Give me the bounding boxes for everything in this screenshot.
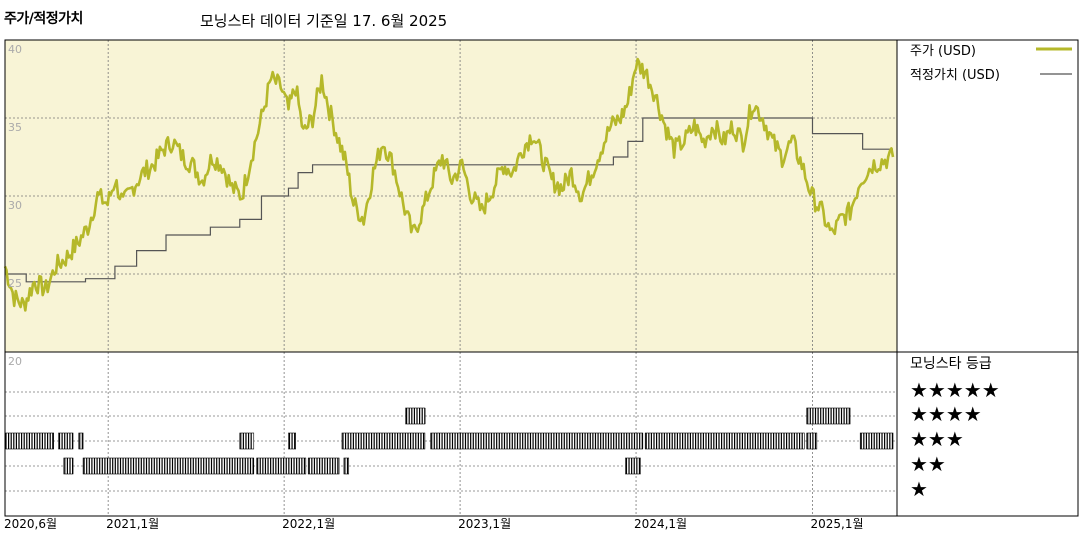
rating-segment-3-star [644, 432, 805, 450]
rating-segment-2-star [256, 457, 307, 475]
y-tick-label: 20 [8, 355, 22, 368]
rating-segment-3-star [239, 432, 255, 450]
x-tick-label: 2025,1월 [810, 517, 863, 531]
legend-price-label: 주가 (USD) [910, 44, 976, 59]
data-date-subtitle: 모닝스타 데이터 기준일 17. 6월 2025 [200, 12, 448, 30]
lower-band [5, 272, 897, 352]
y-tick-label: 40 [8, 43, 22, 56]
fair-value-series [5, 117, 893, 283]
rating-segment-3-star [859, 432, 894, 450]
rating-segment-3-star [430, 432, 644, 450]
rating-segment-2-star [343, 457, 350, 475]
chart-frame [4, 39, 1079, 517]
rating-segment-3-star [806, 432, 818, 450]
y-tick-label: 30 [8, 199, 22, 212]
rating-stars-5: ★★★★★ [910, 378, 1000, 402]
rating-segment-3-star [288, 432, 296, 450]
rating-segment-2-star [82, 457, 255, 475]
rating-segment-4-star [405, 407, 426, 425]
rating-stars-4: ★★★★ [910, 402, 982, 426]
rating-segment-3-star [58, 432, 74, 450]
rating-legend-title: 모닝스타 등급 [910, 356, 992, 372]
chart-title: 주가/적정가치 [4, 11, 83, 27]
rating-stars-2: ★★ [910, 452, 946, 476]
rating-segment-4-star [806, 407, 851, 425]
price-series [3, 57, 895, 312]
rating-segment-3-star [4, 432, 54, 450]
rating-segment-2-star [63, 457, 74, 475]
rating-segment-3-star [341, 432, 426, 450]
x-tick-label: 2020,6월 [4, 517, 57, 531]
price-plot-area [5, 40, 897, 352]
y-tick-label: 35 [8, 121, 22, 134]
rating-stars-1: ★ [910, 477, 928, 501]
x-tick-label: 2021,1월 [106, 517, 159, 531]
legend-fair-value-label: 적정가치 (USD) [910, 68, 1000, 83]
rating-segment-3-star [78, 432, 84, 450]
rating-segment-2-star [307, 457, 340, 475]
x-tick-label: 2022,1월 [282, 517, 335, 531]
x-tick-label: 2023,1월 [458, 517, 511, 531]
rating-segment-2-star [625, 457, 641, 475]
x-tick-label: 2024,1월 [634, 517, 687, 531]
rating-stars-3: ★★★ [910, 427, 964, 451]
y-tick-label: 25 [8, 277, 22, 290]
